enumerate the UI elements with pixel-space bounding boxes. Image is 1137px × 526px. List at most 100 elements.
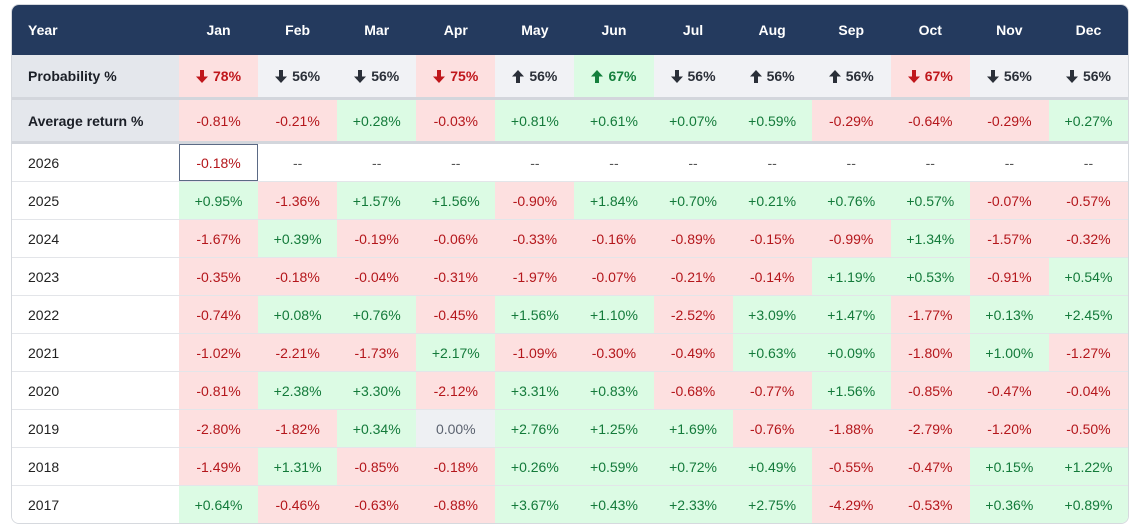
average-cell: +0.61% <box>574 100 654 141</box>
arrow-up <box>828 69 841 83</box>
probability-value: 67% <box>608 68 637 84</box>
return-cell: -4.29% <box>811 486 891 523</box>
arrow-shape <box>275 69 288 83</box>
return-cell: -- <box>337 144 417 181</box>
return-cell: -0.53% <box>890 486 970 523</box>
year-label: 2017 <box>12 486 179 523</box>
year-row: 2019 -2.80% -1.82% +0.34% 0.00% +2.76% +1.25% +… <box>12 410 1128 448</box>
return-cell: +0.54% <box>1048 258 1128 295</box>
average-cell: -0.81% <box>179 100 259 141</box>
arrow-down <box>670 69 683 83</box>
probability-cell: 56% <box>337 55 417 97</box>
return-cell: +3.30% <box>337 372 417 409</box>
return-cell: -0.74% <box>179 296 259 333</box>
arrow-shape <box>907 69 920 83</box>
return-cell: +2.38% <box>258 372 338 409</box>
return-cell: -0.50% <box>1048 410 1128 447</box>
return-cell: -0.04% <box>337 258 417 295</box>
return-cell: -1.77% <box>890 296 970 333</box>
header-cell: Apr <box>443 22 468 38</box>
return-cell: +0.39% <box>258 220 338 257</box>
return-cell: -0.76% <box>732 410 812 447</box>
year-row: 2017 +0.64% -0.46% -0.63% -0.88% +3.67% +0.43%… <box>12 486 1128 523</box>
return-cell: +2.76% <box>495 410 575 447</box>
return-cell: -0.30% <box>574 334 654 371</box>
header-row: Year Jan Feb Mar Apr May Jun Jul Aug Sep Oct Nov Dec <box>12 5 1128 55</box>
return-cell: -2.79% <box>890 410 970 447</box>
return-cell: -1.20% <box>969 410 1049 447</box>
return-cell: -0.85% <box>337 448 417 485</box>
average-cell: -0.29% <box>969 100 1049 141</box>
return-cell: -0.18% <box>416 448 496 485</box>
year-label: 2021 <box>12 334 179 371</box>
return-cell: -0.85% <box>890 372 970 409</box>
year-label: 2020 <box>12 372 179 409</box>
year-label: 2024 <box>12 220 179 257</box>
return-cell: +0.59% <box>574 448 654 485</box>
probability-row: Probability % 78% 56% 56% 75% 56% 67% 56% 56% 56%… <box>12 55 1128 100</box>
return-cell: +1.47% <box>811 296 891 333</box>
return-cell: -- <box>416 144 496 181</box>
year-row: 2024 -1.67% +0.39% -0.19% -0.06% -0.33% -0.16%… <box>12 220 1128 258</box>
return-cell: +1.31% <box>258 448 338 485</box>
return-cell: +0.43% <box>574 486 654 523</box>
year-label: 2026 <box>12 144 179 181</box>
arrow-shape <box>354 69 367 83</box>
return-cell: +3.31% <box>495 372 575 409</box>
return-cell: -1.67% <box>179 220 259 257</box>
header-cell: Jun <box>601 22 627 38</box>
return-cell: +0.89% <box>1048 486 1128 523</box>
return-cell: -1.97% <box>495 258 575 295</box>
return-cell: -0.04% <box>1048 372 1128 409</box>
average-cell: -0.21% <box>258 100 338 141</box>
arrow-down <box>433 69 446 83</box>
return-cell: +0.70% <box>653 182 733 219</box>
return-cell: -- <box>1048 144 1128 181</box>
probability-value: 67% <box>924 68 953 84</box>
return-cell: +0.53% <box>890 258 970 295</box>
average-cell: +0.27% <box>1048 100 1128 141</box>
return-cell: +1.57% <box>337 182 417 219</box>
return-cell: -- <box>969 144 1049 181</box>
return-cell: -- <box>258 144 338 181</box>
arrow-up <box>591 69 604 83</box>
header-cell: Sep <box>838 22 865 38</box>
return-cell: -- <box>653 144 733 181</box>
return-cell: +0.57% <box>890 182 970 219</box>
year-label: 2018 <box>12 448 179 485</box>
return-cell: -0.46% <box>258 486 338 523</box>
return-cell: +3.67% <box>495 486 575 523</box>
probability-cell: 56% <box>969 55 1049 97</box>
header-cell: Mar <box>364 22 390 38</box>
return-cell: -2.52% <box>653 296 733 333</box>
return-cell: -- <box>495 144 575 181</box>
probability-cell: 56% <box>732 55 812 97</box>
average-cell: +0.81% <box>495 100 575 141</box>
header-cell: Jul <box>682 22 704 38</box>
return-cell: -0.16% <box>574 220 654 257</box>
return-cell: -0.81% <box>179 372 259 409</box>
probability-cell: 67% <box>890 55 970 97</box>
year-row: 2020 -0.81% +2.38% +3.30% -2.12% +3.31% +0.83%… <box>12 372 1128 410</box>
return-cell: +2.45% <box>1048 296 1128 333</box>
return-cell: +1.19% <box>811 258 891 295</box>
return-cell: +1.22% <box>1048 448 1128 485</box>
return-cell: +0.64% <box>179 486 259 523</box>
return-cell: +1.00% <box>969 334 1049 371</box>
row-label: Probability % <box>12 55 179 97</box>
return-cell: 0.00% <box>416 410 496 447</box>
return-cell: +0.26% <box>495 448 575 485</box>
header-cell: Jan <box>206 22 231 38</box>
header-cell: Dec <box>1075 22 1102 38</box>
header-cell: Aug <box>758 22 786 38</box>
arrow-shape <box>512 69 525 83</box>
probability-cell: 56% <box>653 55 733 97</box>
return-cell: -0.06% <box>416 220 496 257</box>
return-cell: +0.21% <box>732 182 812 219</box>
return-cell: -0.57% <box>1048 182 1128 219</box>
return-cell: +0.15% <box>969 448 1049 485</box>
probability-cell: 75% <box>416 55 496 97</box>
year-row: 2018 -1.49% +1.31% -0.85% -0.18% +0.26% +0.59%… <box>12 448 1128 486</box>
row-label: Average return % <box>12 100 179 141</box>
year-row: 2025 +0.95% -1.36% +1.57% +1.56% -0.90% +1.84%… <box>12 182 1128 220</box>
